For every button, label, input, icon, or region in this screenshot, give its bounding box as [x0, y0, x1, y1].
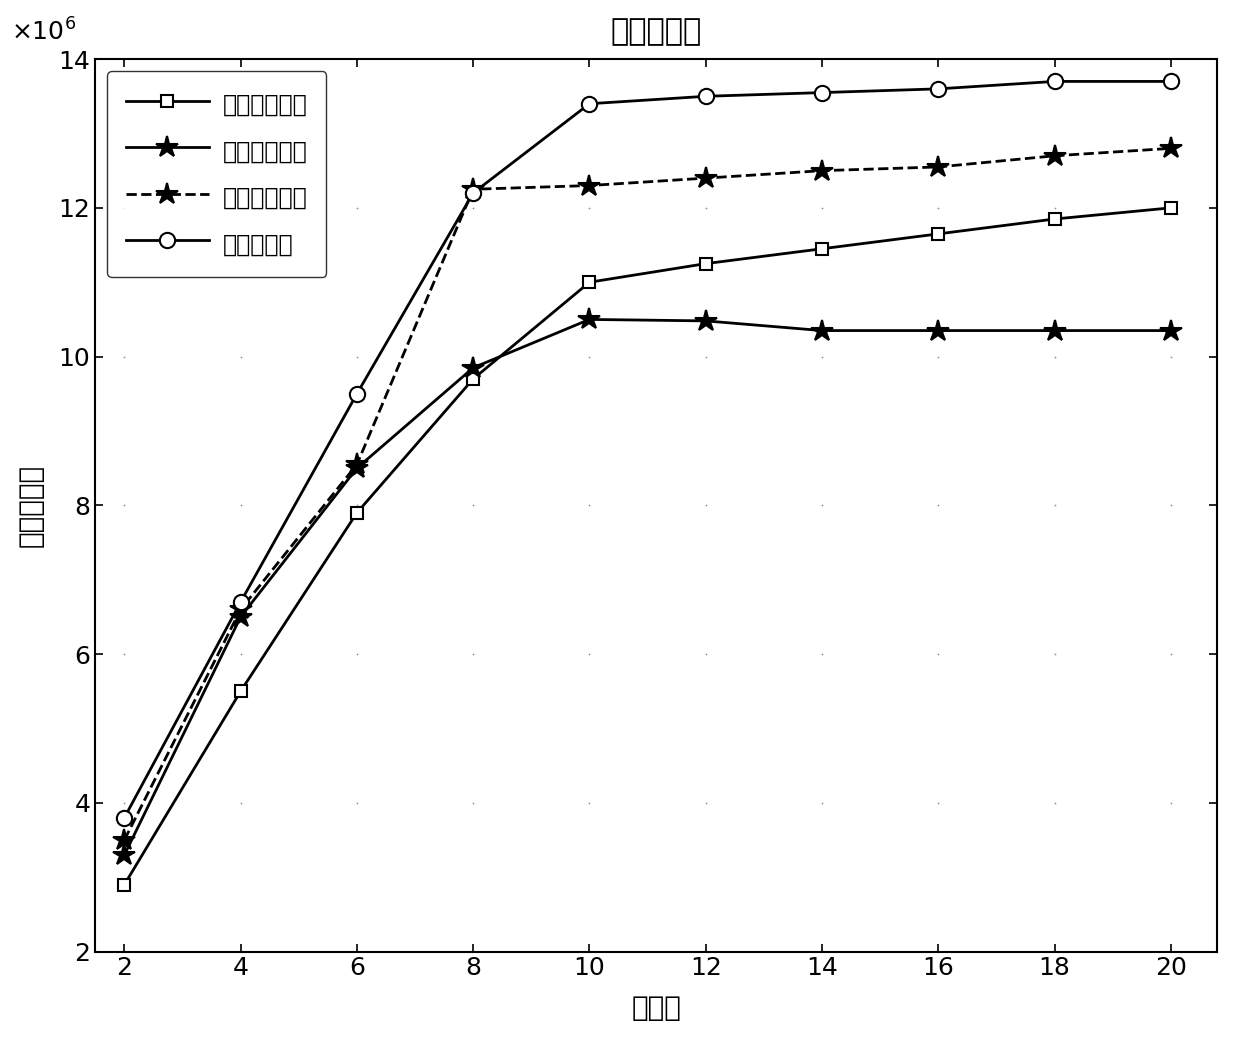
资源优先方法: [814, 242, 829, 255]
需求优先方法: [465, 362, 480, 374]
随机接入方法: [465, 183, 480, 195]
Legend: 资源优先方法, 需求优先方法, 随机接入方法, 本发明方法: 资源优先方法, 需求优先方法, 随机接入方法, 本发明方法: [107, 71, 327, 277]
随机接入方法: [117, 833, 132, 846]
随机接入方法: [814, 164, 829, 177]
资源优先方法: [698, 258, 713, 270]
需求优先方法: [117, 849, 132, 861]
需求优先方法: [233, 611, 248, 623]
随机接入方法: [1048, 150, 1062, 162]
随机接入方法: [698, 171, 713, 184]
本发明方法: [465, 187, 480, 199]
本发明方法: [349, 388, 364, 400]
资源优先方法: [349, 507, 364, 520]
需求优先方法: [582, 313, 597, 325]
Line: 资源优先方法: 资源优先方法: [118, 202, 1177, 890]
Text: $\times 10^6$: $\times 10^6$: [11, 19, 77, 46]
资源优先方法: [582, 276, 597, 289]
需求优先方法: [698, 315, 713, 327]
资源优先方法: [1048, 213, 1062, 225]
需求优先方法: [814, 324, 829, 337]
本发明方法: [930, 83, 945, 96]
本发明方法: [1164, 75, 1178, 87]
本发明方法: [582, 98, 597, 110]
资源优先方法: [1164, 202, 1178, 214]
X-axis label: 用户数: 用户数: [632, 994, 681, 1022]
需求优先方法: [349, 462, 364, 475]
本发明方法: [1048, 75, 1062, 87]
本发明方法: [814, 86, 829, 99]
本发明方法: [233, 595, 248, 608]
随机接入方法: [349, 458, 364, 471]
Line: 本发明方法: 本发明方法: [117, 74, 1178, 825]
随机接入方法: [233, 604, 248, 616]
Line: 需求优先方法: 需求优先方法: [114, 309, 1182, 867]
本发明方法: [698, 90, 713, 103]
Title: 吞吐量比较: 吞吐量比较: [611, 17, 702, 46]
资源优先方法: [233, 685, 248, 697]
随机接入方法: [930, 161, 945, 174]
本发明方法: [117, 811, 132, 824]
随机接入方法: [582, 180, 597, 192]
需求优先方法: [1164, 324, 1178, 337]
资源优先方法: [465, 373, 480, 385]
Y-axis label: 系统吞吐量: 系统吞吐量: [17, 463, 44, 547]
需求优先方法: [1048, 324, 1062, 337]
需求优先方法: [930, 324, 945, 337]
随机接入方法: [1164, 142, 1178, 155]
Line: 随机接入方法: 随机接入方法: [114, 137, 1182, 851]
资源优先方法: [117, 878, 132, 890]
资源优先方法: [930, 228, 945, 240]
